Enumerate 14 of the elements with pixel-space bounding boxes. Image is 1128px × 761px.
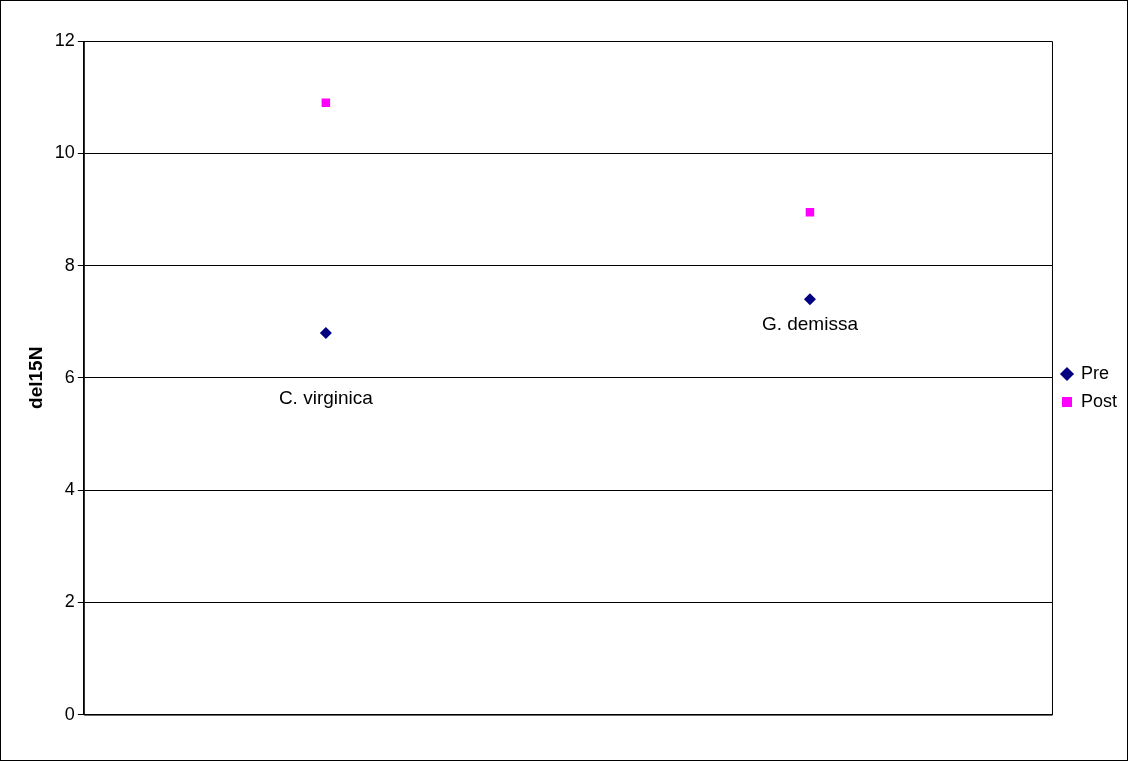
y-tick-label: 6 (64, 366, 75, 387)
annotation: G. demissa (761, 312, 859, 334)
y-tick-label: 12 (54, 29, 75, 50)
y-axis-title: del15N (24, 346, 46, 409)
y-tick-label: 4 (64, 479, 75, 500)
point (319, 326, 332, 339)
annotation: C. virginica (278, 386, 374, 408)
y-tick-label: 10 (54, 142, 75, 163)
y-tick-label: 0 (64, 703, 75, 724)
legend-label: Pre (1080, 362, 1109, 383)
legend-label: Post (1080, 390, 1118, 411)
y-tick-label: 2 (64, 591, 75, 612)
y-tick-label: 8 (64, 254, 75, 275)
point (803, 293, 816, 306)
